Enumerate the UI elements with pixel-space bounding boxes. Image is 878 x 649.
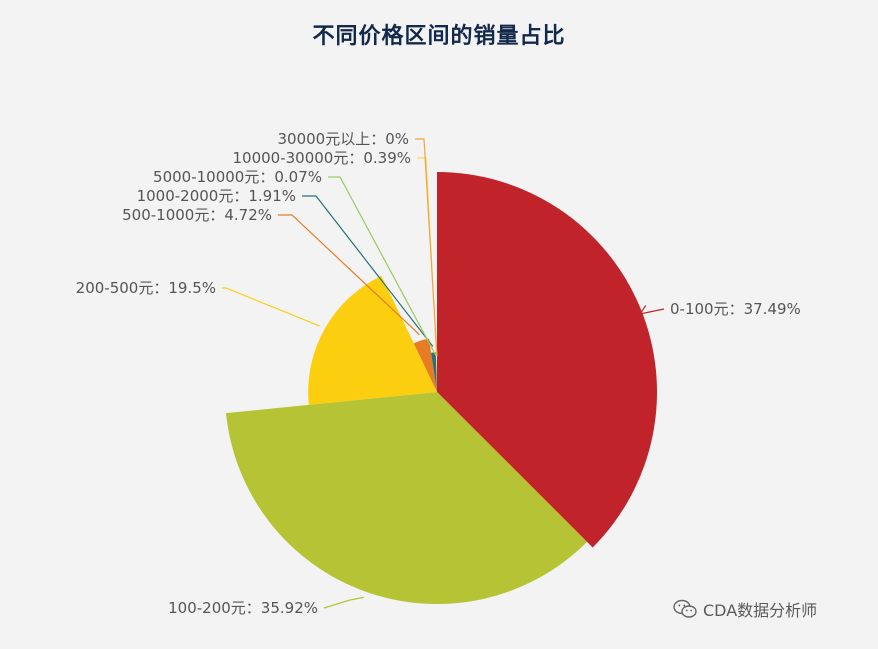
slice-label: 500-1000元：4.72% <box>122 206 272 224</box>
leader-line <box>638 305 665 315</box>
pie-slice[interactable] <box>413 338 437 392</box>
pie-slice[interactable] <box>436 361 437 392</box>
leader-line <box>222 287 320 327</box>
slice-label: 5000-10000元：0.07% <box>153 168 322 186</box>
leader-line <box>302 195 434 347</box>
wechat-icon <box>673 599 697 618</box>
slice-label: 30000元以上：0% <box>277 130 409 148</box>
slice-label: 10000-30000元：0.39% <box>233 149 412 167</box>
watermark-text: CDA数据分析师 <box>703 601 818 620</box>
pie-slice[interactable] <box>437 172 658 548</box>
chart-title: 不同价格区间的销量占比 <box>312 24 566 49</box>
leader-line <box>323 596 364 609</box>
pie-slice[interactable] <box>308 275 437 405</box>
pie-slice[interactable] <box>436 360 437 392</box>
pie-slice[interactable] <box>431 352 437 392</box>
leader-line <box>415 138 438 357</box>
pie-slice[interactable] <box>226 392 588 605</box>
leader-line <box>278 214 420 336</box>
slices-layer <box>226 172 658 605</box>
slice-label: 200-500元：19.5% <box>76 279 216 297</box>
leader-line <box>328 176 437 356</box>
watermark: CDA数据分析师 <box>673 597 817 621</box>
slice-label: 100-200元：35.92% <box>168 599 318 617</box>
slice-label: 0-100元：37.49% <box>670 300 801 318</box>
slice-label: 1000-2000元：1.91% <box>137 187 296 205</box>
labels-layer: 0-100元：37.49% 100-200元：35.92% 200-500元：19.… <box>76 130 801 617</box>
leader-lines-layer <box>222 138 665 609</box>
